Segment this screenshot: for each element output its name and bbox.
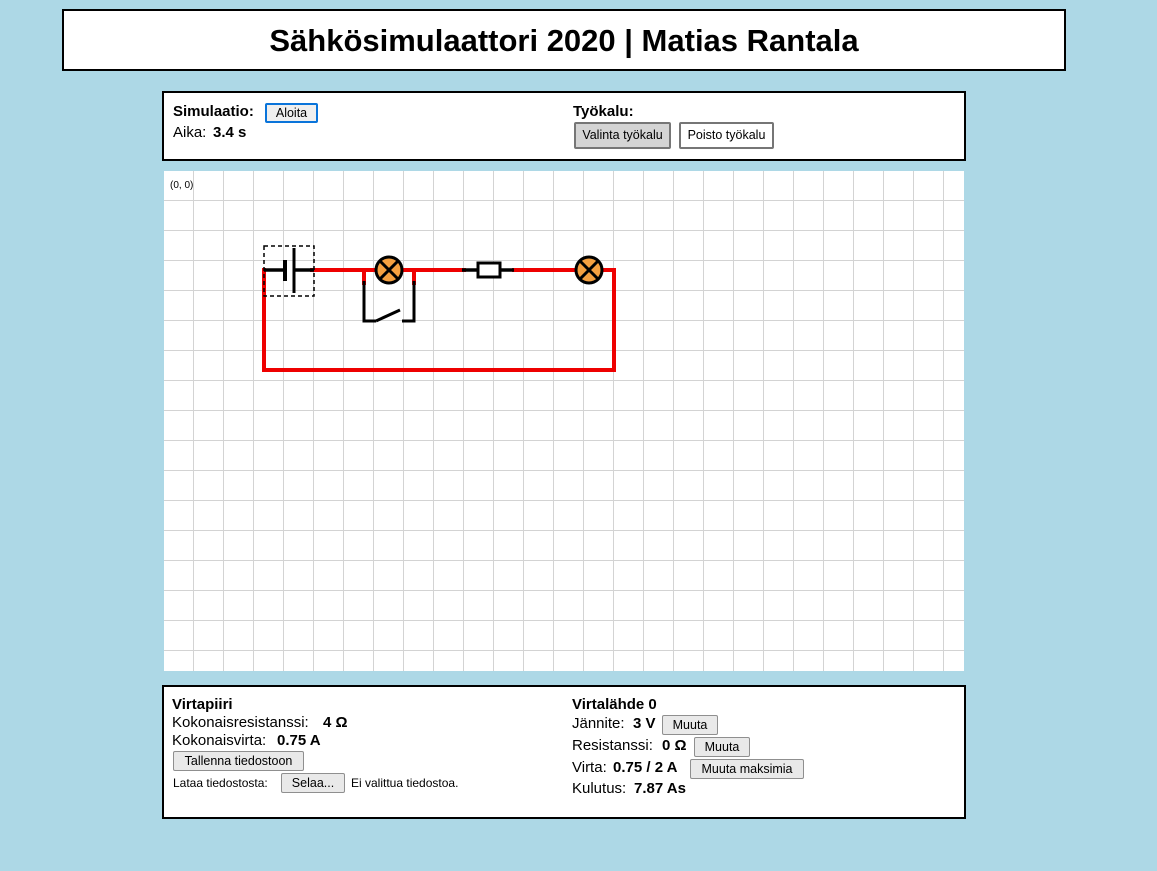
consumption-label: Kulutus:	[572, 780, 627, 797]
control-panel: Simulaatio: Aloita Aika: 3.4 s Työkalu: …	[162, 91, 966, 161]
time-value: 3.4 s	[213, 124, 247, 141]
circuit-current-label: Kokonaisvirta:	[172, 732, 267, 749]
circuit-heading: Virtapiiri	[172, 696, 233, 713]
browse-file-button[interactable]: Selaa...	[281, 773, 345, 793]
delete-tool-button[interactable]: Poisto työkalu	[679, 122, 774, 149]
circuit-resistance-value: 4 Ω	[323, 714, 348, 731]
origin-coordinate-label: (0, 0)	[170, 180, 194, 191]
change-max-current-button[interactable]: Muuta maksimia	[690, 759, 804, 779]
battery[interactable]	[263, 245, 315, 297]
circuit-resistance-label: Kokonaisresistanssi:	[172, 714, 309, 731]
grid	[164, 171, 964, 671]
circuit-current-value: 0.75 A	[277, 732, 321, 749]
time-label: Aika:	[173, 124, 207, 141]
lamp-cross	[378, 259, 400, 281]
source-resistance-label: Resistanssi:	[572, 737, 653, 754]
save-to-file-button[interactable]: Tallenna tiedostoon	[173, 751, 304, 771]
resistor-icon	[476, 261, 502, 279]
circuit-canvas[interactable]: (0, 0)	[164, 171, 964, 671]
simulation-label: Simulaatio:	[173, 103, 254, 120]
change-resistance-button[interactable]: Muuta	[694, 737, 750, 757]
select-tool-button[interactable]: Valinta työkalu	[574, 122, 671, 149]
circuit-drawing[interactable]	[164, 171, 964, 671]
switch-left-lead	[362, 281, 376, 323]
change-voltage-button[interactable]: Muuta	[662, 715, 718, 735]
lamp-cross	[578, 259, 600, 281]
voltage-value: 3 V	[633, 715, 656, 732]
source-heading: Virtalähde 0	[572, 696, 657, 713]
load-from-file-label: Lataa tiedostosta:	[173, 776, 268, 790]
no-file-selected-text: Ei valittua tiedostoa.	[351, 776, 459, 790]
info-panel: Virtapiiri Kokonaisresistanssi: 4 Ω Koko…	[162, 685, 966, 819]
tool-label: Työkalu:	[573, 103, 634, 120]
voltage-label: Jännite:	[572, 715, 625, 732]
app-header: Sähkösimulaattori 2020 | Matias Rantala	[62, 9, 1066, 71]
start-simulation-button[interactable]: Aloita	[265, 103, 318, 123]
wire-return[interactable]	[262, 268, 616, 372]
lamp-2[interactable]	[574, 255, 604, 285]
resistor[interactable]	[462, 261, 514, 279]
source-current-value: 0.75 / 2 A	[613, 759, 678, 776]
source-current-label: Virta:	[572, 759, 607, 776]
consumption-value: 7.87 As	[634, 780, 686, 797]
source-resistance-value: 0 Ω	[662, 737, 687, 754]
switch-blade	[375, 308, 401, 323]
switch-right-lead	[402, 281, 416, 323]
lamp-1[interactable]	[374, 255, 404, 285]
page-title: Sähkösimulaattori 2020 | Matias Rantala	[269, 23, 859, 58]
active-wires	[262, 268, 616, 372]
switch[interactable]	[362, 281, 416, 323]
